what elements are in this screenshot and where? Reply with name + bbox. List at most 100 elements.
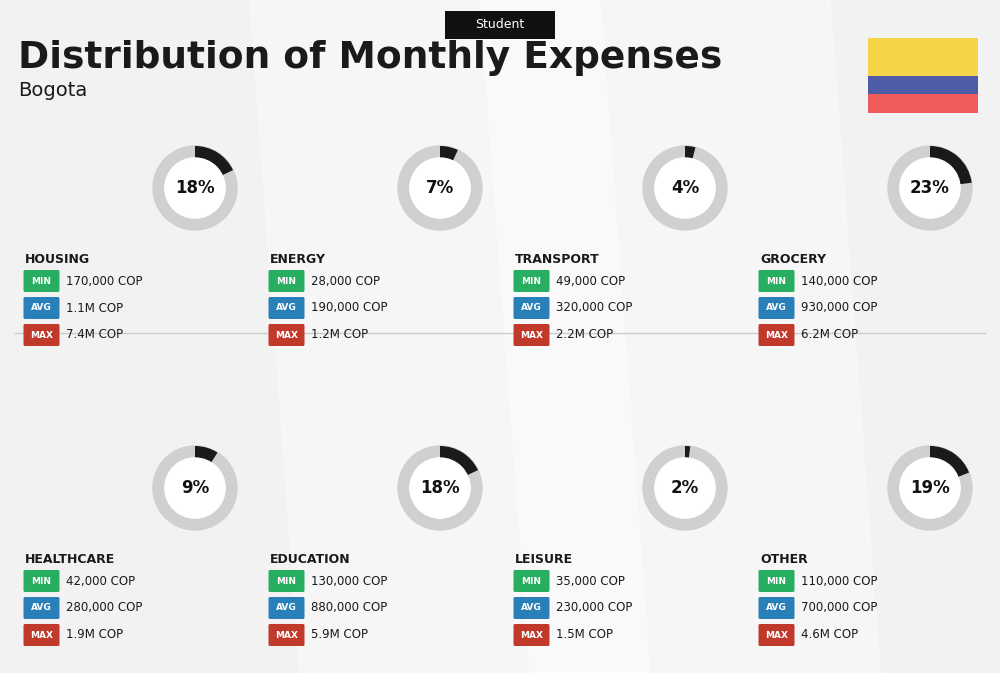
Text: MIN: MIN bbox=[767, 277, 786, 285]
Circle shape bbox=[398, 446, 482, 530]
Text: MAX: MAX bbox=[275, 631, 298, 639]
Text: MIN: MIN bbox=[276, 577, 296, 586]
Wedge shape bbox=[440, 446, 478, 475]
FancyBboxPatch shape bbox=[268, 324, 304, 346]
Text: 7%: 7% bbox=[426, 179, 454, 197]
FancyBboxPatch shape bbox=[24, 297, 60, 319]
Text: 2%: 2% bbox=[671, 479, 699, 497]
Wedge shape bbox=[195, 446, 218, 462]
Text: 18%: 18% bbox=[175, 179, 215, 197]
Circle shape bbox=[655, 458, 715, 518]
Text: MAX: MAX bbox=[30, 631, 53, 639]
FancyBboxPatch shape bbox=[759, 570, 794, 592]
Text: 1.5M COP: 1.5M COP bbox=[556, 629, 613, 641]
FancyBboxPatch shape bbox=[268, 597, 304, 619]
Wedge shape bbox=[930, 146, 972, 184]
Text: 930,000 COP: 930,000 COP bbox=[801, 302, 877, 314]
Polygon shape bbox=[250, 0, 650, 673]
Circle shape bbox=[410, 458, 470, 518]
Circle shape bbox=[900, 458, 960, 518]
FancyBboxPatch shape bbox=[24, 270, 60, 292]
Wedge shape bbox=[195, 146, 233, 175]
Circle shape bbox=[888, 146, 972, 230]
FancyBboxPatch shape bbox=[759, 324, 794, 346]
FancyBboxPatch shape bbox=[868, 75, 978, 94]
Text: 110,000 COP: 110,000 COP bbox=[801, 575, 878, 588]
Text: AVG: AVG bbox=[521, 304, 542, 312]
Text: MAX: MAX bbox=[30, 330, 53, 339]
Circle shape bbox=[165, 158, 225, 218]
Text: 170,000 COP: 170,000 COP bbox=[66, 275, 143, 287]
FancyBboxPatch shape bbox=[514, 570, 550, 592]
Text: Bogota: Bogota bbox=[18, 81, 87, 100]
Text: 5.9M COP: 5.9M COP bbox=[311, 629, 368, 641]
Text: MAX: MAX bbox=[520, 631, 543, 639]
FancyBboxPatch shape bbox=[24, 597, 60, 619]
Text: 280,000 COP: 280,000 COP bbox=[66, 602, 142, 614]
FancyBboxPatch shape bbox=[24, 624, 60, 646]
Text: AVG: AVG bbox=[31, 604, 52, 612]
Text: 23%: 23% bbox=[910, 179, 950, 197]
Text: EDUCATION: EDUCATION bbox=[270, 553, 351, 566]
Text: AVG: AVG bbox=[521, 604, 542, 612]
Circle shape bbox=[410, 458, 470, 518]
Text: AVG: AVG bbox=[766, 604, 787, 612]
FancyBboxPatch shape bbox=[24, 570, 60, 592]
FancyBboxPatch shape bbox=[268, 570, 304, 592]
FancyBboxPatch shape bbox=[514, 624, 550, 646]
Wedge shape bbox=[685, 446, 690, 458]
Wedge shape bbox=[685, 146, 695, 159]
FancyBboxPatch shape bbox=[24, 324, 60, 346]
Text: MIN: MIN bbox=[522, 577, 542, 586]
Circle shape bbox=[900, 158, 960, 218]
Text: 130,000 COP: 130,000 COP bbox=[311, 575, 387, 588]
Text: Student: Student bbox=[475, 18, 525, 32]
Circle shape bbox=[398, 146, 482, 230]
FancyBboxPatch shape bbox=[759, 297, 794, 319]
Text: Distribution of Monthly Expenses: Distribution of Monthly Expenses bbox=[18, 40, 722, 76]
Text: MAX: MAX bbox=[520, 330, 543, 339]
Circle shape bbox=[655, 158, 715, 218]
FancyBboxPatch shape bbox=[514, 270, 550, 292]
Text: 140,000 COP: 140,000 COP bbox=[801, 275, 878, 287]
Text: MAX: MAX bbox=[765, 330, 788, 339]
Text: 700,000 COP: 700,000 COP bbox=[801, 602, 877, 614]
Circle shape bbox=[643, 146, 727, 230]
Text: MIN: MIN bbox=[32, 577, 52, 586]
Text: 4%: 4% bbox=[671, 179, 699, 197]
Circle shape bbox=[900, 458, 960, 518]
Text: AVG: AVG bbox=[31, 304, 52, 312]
Circle shape bbox=[655, 458, 715, 518]
Text: 2.2M COP: 2.2M COP bbox=[556, 328, 613, 341]
Circle shape bbox=[900, 158, 960, 218]
Text: HOUSING: HOUSING bbox=[25, 253, 90, 266]
Text: 19%: 19% bbox=[910, 479, 950, 497]
FancyBboxPatch shape bbox=[759, 597, 794, 619]
Text: HEALTHCARE: HEALTHCARE bbox=[25, 553, 115, 566]
FancyBboxPatch shape bbox=[868, 38, 978, 75]
Wedge shape bbox=[440, 146, 458, 161]
FancyBboxPatch shape bbox=[759, 624, 794, 646]
Text: AVG: AVG bbox=[766, 304, 787, 312]
Circle shape bbox=[165, 458, 225, 518]
Text: 18%: 18% bbox=[420, 479, 460, 497]
FancyBboxPatch shape bbox=[268, 624, 304, 646]
Text: OTHER: OTHER bbox=[760, 553, 808, 566]
FancyBboxPatch shape bbox=[268, 270, 304, 292]
FancyBboxPatch shape bbox=[268, 297, 304, 319]
FancyBboxPatch shape bbox=[514, 297, 550, 319]
Text: 1.2M COP: 1.2M COP bbox=[311, 328, 368, 341]
Circle shape bbox=[165, 458, 225, 518]
Circle shape bbox=[643, 446, 727, 530]
Text: MIN: MIN bbox=[32, 277, 52, 285]
Circle shape bbox=[410, 158, 470, 218]
Circle shape bbox=[153, 146, 237, 230]
Circle shape bbox=[655, 158, 715, 218]
Text: 230,000 COP: 230,000 COP bbox=[556, 602, 632, 614]
Text: 28,000 COP: 28,000 COP bbox=[311, 275, 380, 287]
Circle shape bbox=[888, 446, 972, 530]
Text: 6.2M COP: 6.2M COP bbox=[801, 328, 858, 341]
FancyBboxPatch shape bbox=[445, 11, 555, 39]
Text: MAX: MAX bbox=[765, 631, 788, 639]
Text: ENERGY: ENERGY bbox=[270, 253, 326, 266]
